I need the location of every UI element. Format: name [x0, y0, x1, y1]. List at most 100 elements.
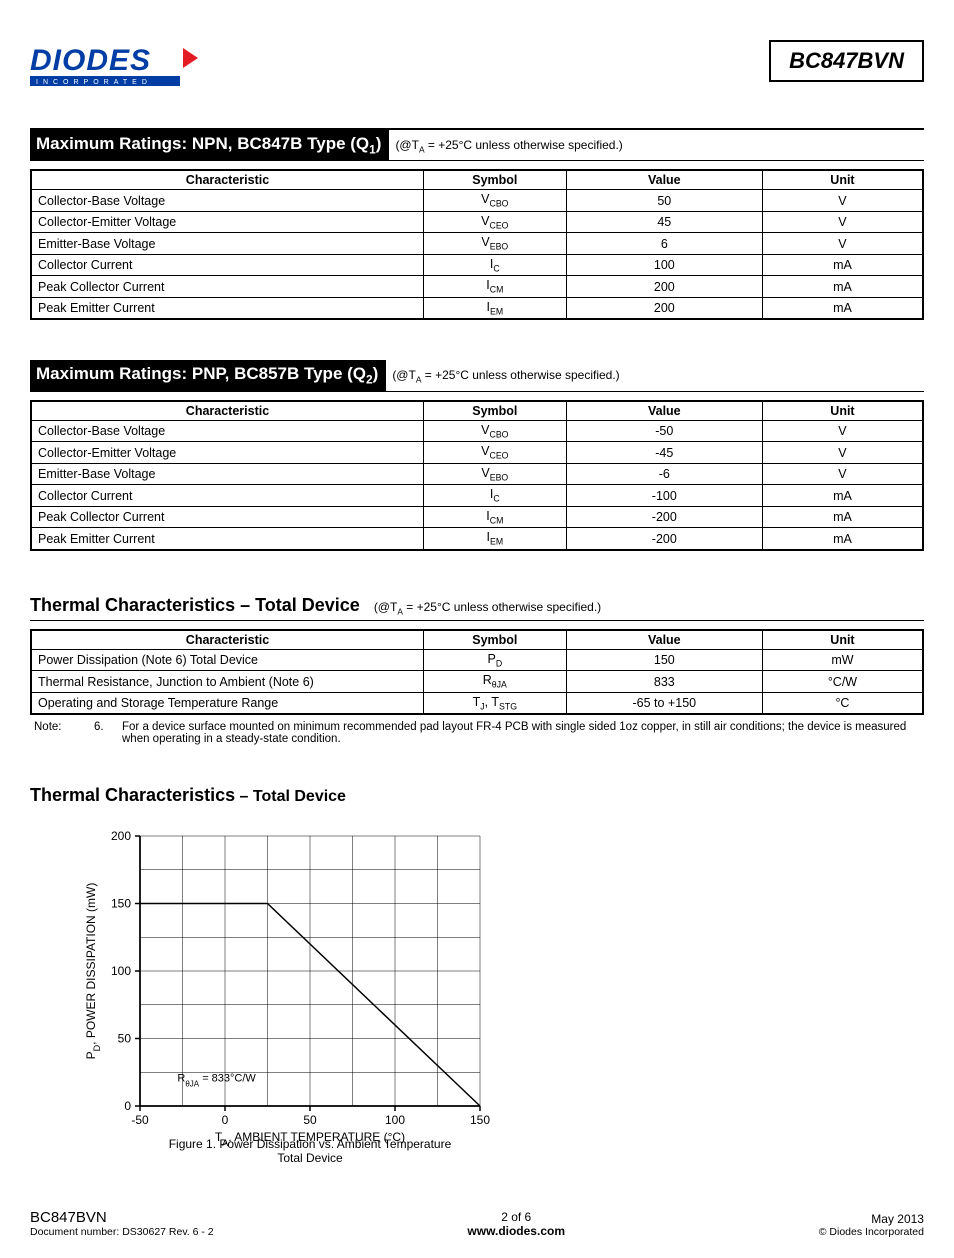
- footer-page: 2 of 6: [467, 1210, 565, 1224]
- cell-symbol: VCBO: [423, 190, 566, 212]
- cell-symbol: RθJA: [423, 671, 566, 693]
- cell-characteristic: Emitter-Base Voltage: [31, 233, 423, 255]
- cell-value: -200: [566, 506, 762, 528]
- svg-text:INCORPORATED: INCORPORATED: [36, 79, 152, 86]
- part-number-box: BC847BVN: [769, 40, 924, 82]
- footer-url: www.diodes.com: [467, 1224, 565, 1238]
- section-title: Thermal Characteristics – Total Device: [30, 591, 368, 620]
- power-dissipation-chart: 050100150200-50050100150RθJA = 833°C/WTA…: [70, 826, 490, 1166]
- section-title: Maximum Ratings: NPN, BC847B Type (Q1): [30, 130, 389, 160]
- th-symbol: Symbol: [423, 401, 566, 421]
- cell-characteristic: Emitter-Base Voltage: [31, 463, 423, 485]
- table-thermal: Characteristic Symbol Value Unit Power D…: [30, 629, 924, 716]
- cell-value: -65 to +150: [566, 692, 762, 714]
- cell-symbol: IC: [423, 485, 566, 507]
- note-label: Note:: [34, 721, 94, 745]
- footer-date: May 2013: [819, 1212, 924, 1226]
- cell-unit: V: [762, 233, 923, 255]
- section-thermal-characteristics: Thermal Characteristics – Total Device (…: [30, 591, 924, 746]
- diodes-logo: DIODES INCORPORATED: [30, 40, 200, 98]
- table-row: Power Dissipation (Note 6) Total DeviceP…: [31, 649, 923, 671]
- cell-symbol: VCBO: [423, 420, 566, 442]
- cell-unit: V: [762, 442, 923, 464]
- th-symbol: Symbol: [423, 170, 566, 190]
- cell-symbol: IEM: [423, 528, 566, 550]
- cell-unit: mA: [762, 276, 923, 298]
- table-row: Emitter-Base VoltageVEBO-6V: [31, 463, 923, 485]
- section-title: Maximum Ratings: PNP, BC857B Type (Q2): [30, 360, 386, 390]
- cell-characteristic: Collector-Emitter Voltage: [31, 442, 423, 464]
- footer-part: BC847BVN: [30, 1209, 214, 1226]
- chart-container: 050100150200-50050100150RθJA = 833°C/WTA…: [70, 826, 924, 1169]
- cell-unit: mA: [762, 528, 923, 550]
- table-row: Collector-Base VoltageVCBO-50V: [31, 420, 923, 442]
- cell-value: 6: [566, 233, 762, 255]
- svg-text:Figure 1. Power Dissipation vs: Figure 1. Power Dissipation vs. Ambient …: [169, 1137, 452, 1151]
- cell-characteristic: Peak Collector Current: [31, 276, 423, 298]
- table-header-row: Characteristic Symbol Value Unit: [31, 401, 923, 421]
- page-footer: BC847BVN Document number: DS30627 Rev. 6…: [30, 1209, 924, 1238]
- table-row: Collector CurrentIC-100mA: [31, 485, 923, 507]
- cell-characteristic: Thermal Resistance, Junction to Ambient …: [31, 671, 423, 693]
- cell-symbol: IEM: [423, 297, 566, 319]
- cell-characteristic: Collector-Base Voltage: [31, 190, 423, 212]
- table-npn: Characteristic Symbol Value Unit Collect…: [30, 169, 924, 320]
- table-row: Emitter-Base VoltageVEBO6V: [31, 233, 923, 255]
- note-number: 6.: [94, 721, 122, 745]
- cell-unit: °C: [762, 692, 923, 714]
- cell-unit: V: [762, 190, 923, 212]
- cell-characteristic: Collector-Base Voltage: [31, 420, 423, 442]
- th-unit: Unit: [762, 630, 923, 650]
- cell-value: -100: [566, 485, 762, 507]
- cell-characteristic: Peak Collector Current: [31, 506, 423, 528]
- footer-right: May 2013 © Diodes Incorporated: [819, 1212, 924, 1238]
- cell-unit: mA: [762, 506, 923, 528]
- table-row: Collector-Emitter VoltageVCEO45V: [31, 211, 923, 233]
- table-row: Collector-Base VoltageVCBO50V: [31, 190, 923, 212]
- cell-unit: °C/W: [762, 671, 923, 693]
- cell-symbol: VEBO: [423, 233, 566, 255]
- svg-text:100: 100: [111, 964, 131, 978]
- th-value: Value: [566, 401, 762, 421]
- cell-value: 833: [566, 671, 762, 693]
- cell-unit: V: [762, 463, 923, 485]
- cell-value: 150: [566, 649, 762, 671]
- table-header-row: Characteristic Symbol Value Unit: [31, 630, 923, 650]
- svg-text:0: 0: [124, 1099, 131, 1113]
- th-value: Value: [566, 170, 762, 190]
- section-title-row: Maximum Ratings: PNP, BC857B Type (Q2) (…: [30, 360, 924, 391]
- svg-text:200: 200: [111, 829, 131, 843]
- svg-text:50: 50: [118, 1032, 132, 1046]
- th-unit: Unit: [762, 170, 923, 190]
- table-row: Peak Collector CurrentICM-200mA: [31, 506, 923, 528]
- section-title-row: Maximum Ratings: NPN, BC847B Type (Q1) (…: [30, 130, 924, 161]
- th-unit: Unit: [762, 401, 923, 421]
- table-row: Operating and Storage Temperature RangeT…: [31, 692, 923, 714]
- th-symbol: Symbol: [423, 630, 566, 650]
- table-row: Collector-Emitter VoltageVCEO-45V: [31, 442, 923, 464]
- svg-text:50: 50: [303, 1113, 317, 1127]
- cell-characteristic: Collector Current: [31, 485, 423, 507]
- chart-section-title: Thermal Characteristics – Total Device: [30, 785, 924, 806]
- cell-value: 100: [566, 254, 762, 276]
- footer-left: BC847BVN Document number: DS30627 Rev. 6…: [30, 1209, 214, 1238]
- cell-unit: mA: [762, 254, 923, 276]
- cell-unit: V: [762, 211, 923, 233]
- cell-unit: mA: [762, 485, 923, 507]
- section-title-row: Thermal Characteristics – Total Device (…: [30, 591, 924, 621]
- cell-symbol: ICM: [423, 276, 566, 298]
- cell-characteristic: Peak Emitter Current: [31, 528, 423, 550]
- cell-value: -200: [566, 528, 762, 550]
- cell-unit: mA: [762, 297, 923, 319]
- section-thermal-chart: Thermal Characteristics – Total Device 0…: [30, 785, 924, 1169]
- table-pnp: Characteristic Symbol Value Unit Collect…: [30, 400, 924, 551]
- cell-symbol: ICM: [423, 506, 566, 528]
- cell-symbol: IC: [423, 254, 566, 276]
- note-row: Note: 6. For a device surface mounted on…: [30, 721, 924, 745]
- cell-value: -6: [566, 463, 762, 485]
- table-header-row: Characteristic Symbol Value Unit: [31, 170, 923, 190]
- cell-symbol: VEBO: [423, 463, 566, 485]
- table-row: Thermal Resistance, Junction to Ambient …: [31, 671, 923, 693]
- section-condition: (@TA = +25°C unless otherwise specified.…: [368, 600, 601, 619]
- note-text: For a device surface mounted on minimum …: [122, 721, 920, 745]
